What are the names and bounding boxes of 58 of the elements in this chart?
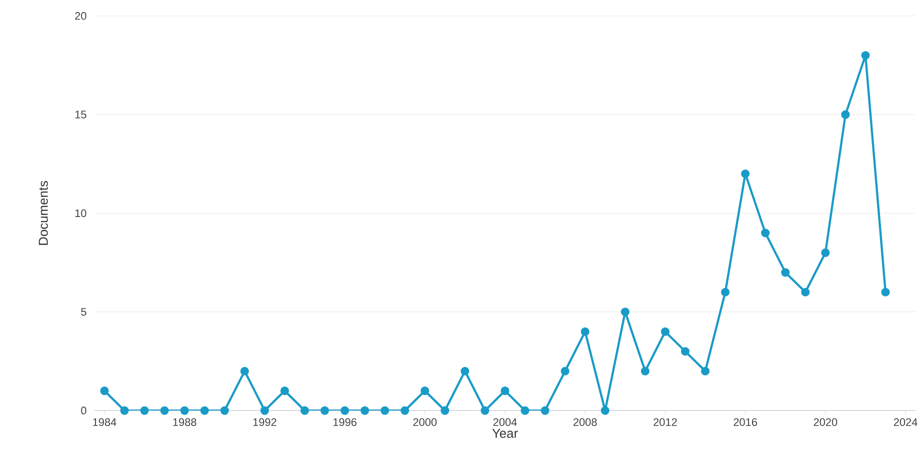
y-axis-title: Documents (38, 180, 48, 245)
point (560, 366, 570, 376)
point (240, 366, 249, 376)
point (460, 366, 470, 376)
point (280, 386, 289, 395)
x-tick-label: 2000 (413, 418, 437, 426)
point (520, 406, 530, 415)
point (680, 346, 690, 356)
point (741, 169, 750, 178)
x-tick-label: 2024 (894, 418, 918, 426)
point (380, 406, 390, 415)
y-tick-label: 0 (81, 406, 86, 414)
point (841, 110, 850, 119)
point (180, 406, 189, 415)
point (260, 406, 269, 415)
point (120, 406, 129, 415)
point (320, 406, 330, 415)
point (160, 406, 169, 415)
point (420, 386, 430, 395)
point (480, 406, 490, 415)
point (721, 288, 730, 296)
y-tick-label: 10 (75, 209, 86, 217)
point (220, 406, 229, 415)
x-tick-label: 1992 (253, 418, 276, 426)
x-tick-label: 2016 (734, 418, 758, 426)
point (200, 406, 209, 415)
point (500, 386, 510, 395)
x-tick-label: 1984 (93, 418, 116, 426)
y-tick-label: 20 (75, 12, 86, 20)
x-tick-label: 2004 (493, 418, 517, 426)
x-tick-label: 2012 (654, 418, 677, 426)
point (360, 406, 370, 415)
point (801, 288, 810, 296)
point (781, 268, 790, 277)
point (600, 406, 610, 415)
point (300, 406, 310, 415)
point (440, 406, 450, 415)
point (580, 327, 590, 336)
point (660, 327, 670, 336)
point (861, 50, 870, 60)
x-tick-label: 2020 (814, 418, 838, 426)
y-tick-label: 5 (81, 308, 86, 316)
y-tick-label: 15 (75, 110, 86, 118)
point (640, 366, 650, 376)
point (140, 406, 149, 415)
point (761, 228, 770, 238)
point (881, 288, 890, 296)
point (540, 406, 550, 415)
x-axis-title: Year (492, 428, 518, 438)
x-tick-label: 2008 (573, 418, 597, 426)
point (340, 406, 350, 415)
x-tick-label: 1996 (333, 418, 356, 426)
point (700, 366, 710, 376)
x-tick-label: 1988 (173, 418, 196, 426)
point (620, 308, 630, 316)
point (100, 386, 109, 395)
point (400, 406, 410, 415)
point (821, 248, 830, 257)
